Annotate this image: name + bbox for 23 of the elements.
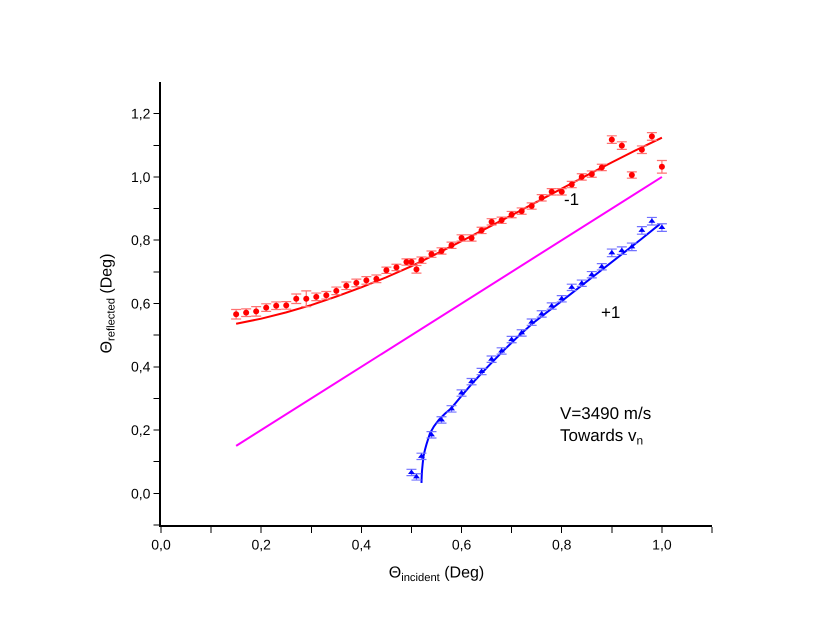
y-tick-label: 0,0 [130,485,151,502]
y-tick-label: 1,2 [130,106,151,122]
point [428,432,435,436]
annotation: -1 [564,190,580,209]
x-tick-label: 0,0 [151,536,171,553]
x-tick-label: 0,4 [352,536,372,553]
x-tick-label: 0,6 [452,536,472,553]
x-tick-label: 1,0 [652,536,672,553]
point [448,406,455,410]
point [438,416,445,422]
y-tick-label: 0,2 [130,422,151,438]
x-axis-title: Θ$_{incident}$ (Deg) [388,564,484,584]
line-series [235,136,663,325]
point [413,474,420,478]
x-tick-label: 0,8 [552,536,572,553]
annotation: V=3490 m/s Towards v$_{n}$ [560,404,652,448]
x-tick-label: 0,2 [251,536,272,553]
annotation: +1 [601,303,620,322]
y-tick-label: 0,6 [130,295,151,312]
y-tick-label: 0,8 [130,232,151,248]
y-tick-label: 1,0 [130,168,151,185]
point [418,453,425,458]
y-tick-label: 0,4 [130,358,151,375]
